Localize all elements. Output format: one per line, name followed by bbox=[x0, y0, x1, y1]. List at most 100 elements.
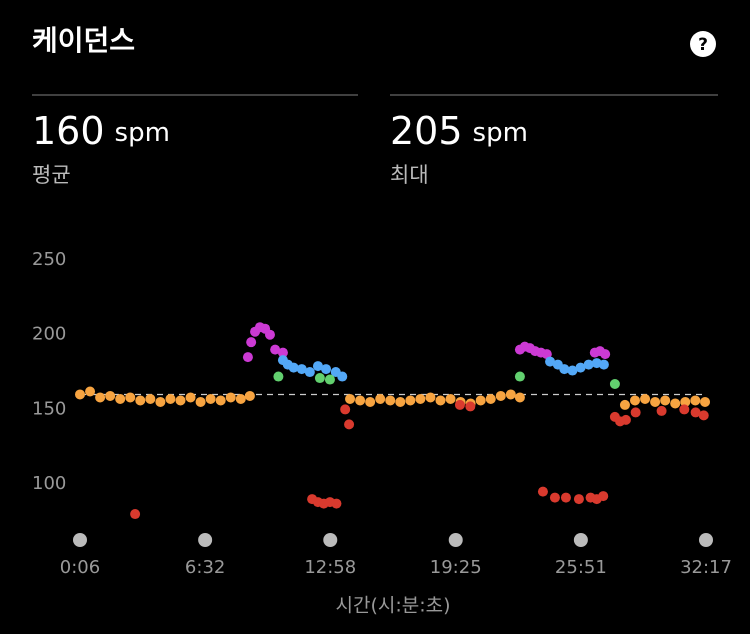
data-point bbox=[573, 494, 584, 505]
data-point bbox=[619, 399, 630, 410]
data-point bbox=[340, 404, 351, 415]
x-tick-label: 19:25 bbox=[430, 557, 482, 578]
data-point bbox=[425, 392, 436, 403]
data-point bbox=[598, 491, 609, 502]
data-point bbox=[650, 396, 661, 407]
data-point bbox=[660, 395, 671, 406]
data-point bbox=[270, 344, 281, 355]
x-tick-label: 6:32 bbox=[185, 557, 225, 578]
data-point bbox=[324, 374, 335, 385]
data-point bbox=[95, 392, 106, 403]
data-point bbox=[264, 329, 275, 340]
data-point bbox=[242, 352, 253, 363]
data-point bbox=[215, 395, 226, 406]
data-point bbox=[105, 390, 116, 401]
x-axis-label: 시간(시:분:초) bbox=[335, 595, 450, 617]
data-point bbox=[296, 364, 307, 375]
data-point bbox=[445, 393, 456, 404]
data-point bbox=[365, 396, 376, 407]
data-point bbox=[598, 359, 609, 370]
x-tick-label: 0:06 bbox=[60, 557, 100, 578]
help-button[interactable] bbox=[690, 31, 716, 57]
data-point bbox=[155, 396, 166, 407]
data-point bbox=[575, 362, 586, 373]
data-point bbox=[385, 395, 396, 406]
data-point bbox=[640, 393, 651, 404]
data-point bbox=[130, 509, 141, 520]
data-point bbox=[485, 393, 496, 404]
data-point bbox=[135, 395, 146, 406]
help-glyph[interactable]: ? bbox=[698, 35, 708, 55]
data-point bbox=[505, 389, 516, 400]
data-point bbox=[273, 371, 284, 382]
data-point bbox=[205, 393, 216, 404]
data-point bbox=[195, 396, 206, 407]
data-point bbox=[514, 371, 525, 382]
data-point bbox=[495, 390, 506, 401]
data-point bbox=[415, 393, 426, 404]
data-point bbox=[344, 419, 355, 430]
data-point bbox=[312, 361, 323, 372]
stat-value: 160 spm bbox=[32, 109, 170, 153]
data-point bbox=[656, 405, 667, 416]
data-point bbox=[465, 401, 476, 412]
data-point bbox=[567, 365, 578, 376]
data-point bbox=[246, 337, 257, 348]
data-point bbox=[304, 367, 315, 378]
data-point bbox=[345, 393, 356, 404]
x-tick-dot bbox=[573, 533, 588, 547]
y-tick-label: 100 bbox=[32, 473, 66, 494]
data-point bbox=[620, 414, 631, 425]
data-point bbox=[175, 395, 186, 406]
data-point bbox=[405, 395, 416, 406]
data-point bbox=[355, 395, 366, 406]
data-point bbox=[583, 359, 594, 370]
data-point bbox=[698, 410, 709, 421]
data-point bbox=[700, 396, 711, 407]
data-point bbox=[559, 364, 570, 375]
data-point bbox=[435, 395, 446, 406]
data-point bbox=[600, 349, 611, 360]
data-point bbox=[145, 393, 156, 404]
data-point bbox=[690, 407, 701, 418]
data-point bbox=[115, 393, 126, 404]
x-tick-dot bbox=[198, 533, 213, 547]
data-point bbox=[609, 379, 620, 390]
stat-unit: spm bbox=[473, 118, 528, 148]
stat-value: 205 spm bbox=[390, 109, 528, 153]
data-point bbox=[277, 347, 288, 358]
data-point bbox=[395, 396, 406, 407]
page-title: 케이던스 bbox=[32, 24, 135, 57]
x-tick-label: 32:17 bbox=[680, 557, 732, 578]
data-point bbox=[670, 398, 681, 409]
data-point bbox=[680, 396, 691, 407]
data-point bbox=[541, 349, 552, 360]
x-tick-label: 12:58 bbox=[304, 557, 356, 578]
data-point bbox=[75, 389, 85, 400]
data-point bbox=[185, 392, 196, 403]
data-point bbox=[514, 392, 525, 403]
data-point bbox=[331, 498, 342, 509]
stat-unit: spm bbox=[115, 118, 170, 148]
y-tick-label: 200 bbox=[32, 324, 66, 345]
data-point bbox=[125, 392, 136, 403]
x-tick-label: 25:51 bbox=[555, 557, 607, 578]
data-point bbox=[235, 393, 246, 404]
data-point bbox=[630, 407, 641, 418]
x-tick-dot bbox=[73, 533, 87, 547]
data-point bbox=[165, 393, 176, 404]
data-point bbox=[679, 404, 690, 415]
data-point bbox=[537, 486, 548, 497]
data-point bbox=[85, 386, 96, 397]
x-tick-dot bbox=[699, 533, 713, 547]
y-tick-label: 150 bbox=[32, 398, 66, 419]
data-point bbox=[225, 392, 236, 403]
data-point bbox=[244, 390, 255, 401]
data-point bbox=[545, 356, 556, 367]
x-tick-dot bbox=[323, 533, 338, 547]
y-tick-label: 250 bbox=[32, 249, 66, 270]
data-point bbox=[560, 492, 571, 503]
x-tick-dot bbox=[448, 533, 463, 547]
data-point bbox=[690, 395, 701, 406]
